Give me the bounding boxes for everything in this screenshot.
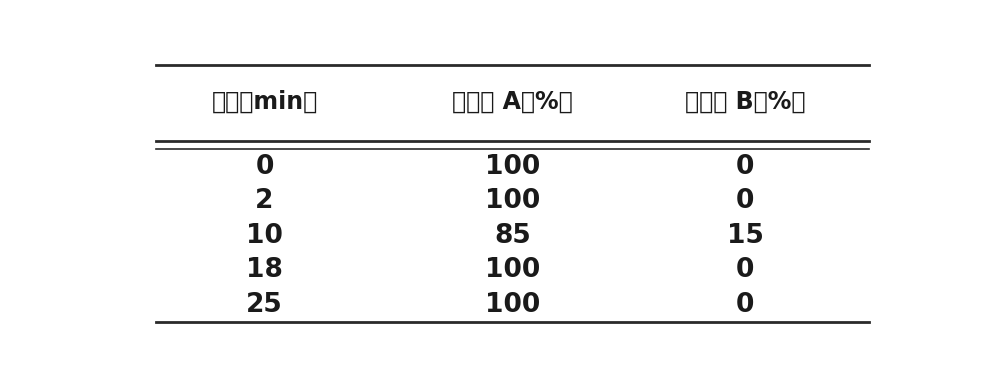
Text: 0: 0 (736, 154, 754, 180)
Text: 100: 100 (485, 257, 540, 283)
Text: 0: 0 (736, 188, 754, 214)
Text: 25: 25 (246, 292, 283, 318)
Text: 流动相 B（%）: 流动相 B（%） (685, 90, 805, 114)
Text: 0: 0 (255, 154, 274, 180)
Text: 18: 18 (246, 257, 283, 283)
Text: 10: 10 (246, 223, 283, 249)
Text: 时间（min）: 时间（min） (211, 90, 318, 114)
Text: 85: 85 (494, 223, 531, 249)
Text: 流动相 A（%）: 流动相 A（%） (452, 90, 573, 114)
Text: 2: 2 (255, 188, 274, 214)
Text: 100: 100 (485, 292, 540, 318)
Text: 0: 0 (736, 292, 754, 318)
Text: 100: 100 (485, 188, 540, 214)
Text: 100: 100 (485, 154, 540, 180)
Text: 15: 15 (727, 223, 763, 249)
Text: 0: 0 (736, 257, 754, 283)
